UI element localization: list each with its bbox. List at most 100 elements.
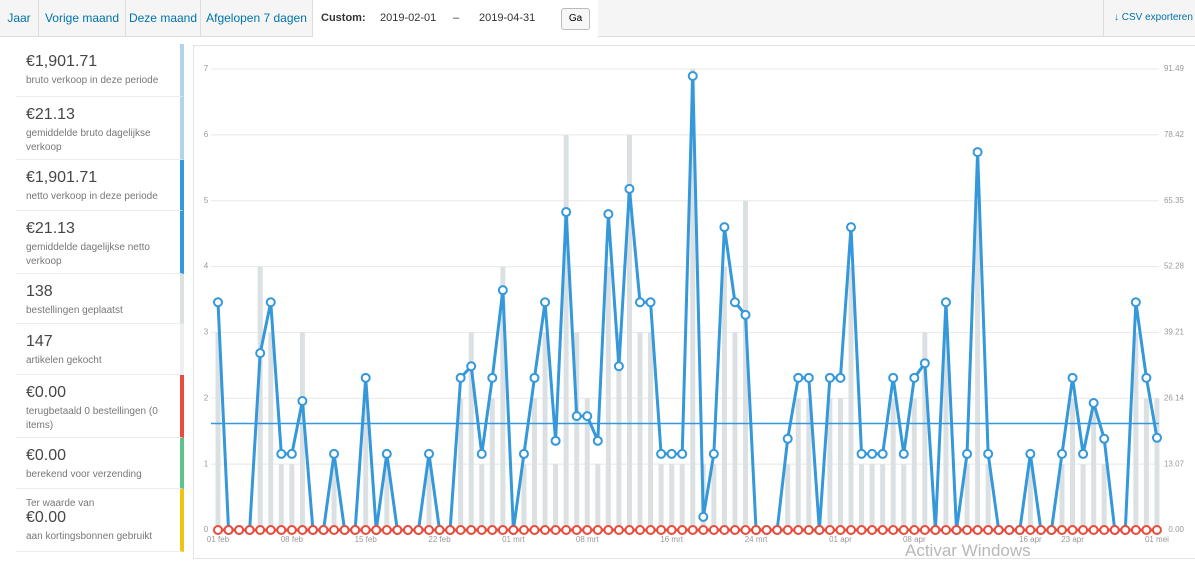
export-link[interactable]: ↓ CSV exporteren [1103,0,1195,36]
point [877,448,888,459]
bar [1143,398,1149,530]
point [803,372,814,383]
bar [1154,398,1160,530]
point [888,525,899,535]
legend-item[interactable]: 138 bestellingen geplaatst [16,274,184,324]
y2-tick-label: 78.42 [1164,130,1185,139]
point [329,525,340,535]
y-tick-label: 4 [204,262,209,271]
point [592,435,603,446]
legend-item[interactable]: Ter waarde van €0.00 aan kortingsbonnen ge… [16,489,184,552]
y-tick-label: 0 [204,525,209,534]
point [244,525,255,535]
bar [859,464,865,530]
point [983,448,994,459]
bar [605,266,611,530]
legend-item[interactable]: €0.00 terugbetaald 0 bestellingen (0 item… [16,375,184,438]
point [729,297,740,308]
bar [1091,398,1097,530]
legend-item[interactable]: €21.13 gemiddelde dagelijkse netto verkoo… [16,211,184,274]
x-tick-label: 08 feb [281,535,304,544]
point [487,372,498,383]
bar [743,200,748,530]
point [540,297,551,308]
point [413,525,424,535]
point [1014,525,1025,535]
legend-label: bestellingen geplaatst [26,305,123,316]
bar [911,398,917,530]
bar [384,464,390,530]
bar [658,464,664,530]
bar [574,332,580,530]
legend-item[interactable]: 147 artikelen gekocht [16,324,184,375]
end-date[interactable]: 2019-04-31 [479,12,536,24]
tab[interactable]: Vorige maand [39,0,126,36]
tab[interactable]: Afgelopen 7 dagen [201,0,313,36]
bar [426,464,432,530]
bar [563,134,569,530]
bar [616,332,622,530]
bar [964,464,970,530]
bar [500,266,506,530]
point [434,525,445,535]
bar [880,464,886,530]
point [213,525,223,535]
point [666,525,677,535]
bar [331,464,337,530]
point [318,525,329,535]
bar [806,398,812,530]
point [265,525,276,535]
y2-tick-label: 65.35 [1164,196,1185,205]
point [424,525,434,535]
legend-value: €21.13 [26,220,75,237]
bar [985,464,991,530]
custom-label: Custom: [321,12,366,24]
point [782,525,793,535]
bar [943,332,949,530]
legend-label: aan kortingsbonnen gebruikt [26,531,153,542]
legend-label: artikelen gekocht [26,355,102,366]
point [518,448,529,459]
tab[interactable]: Jaar [0,0,39,36]
go-button[interactable]: Ga [561,8,590,30]
point [1141,372,1152,383]
bar [711,464,717,530]
bar [637,332,643,530]
point [793,372,804,383]
bar [785,464,791,530]
tab[interactable]: Deze maand [126,0,201,36]
start-date[interactable]: 2019-02-01 [380,12,437,24]
point [1067,525,1078,535]
point [1120,525,1131,535]
bar [721,266,727,530]
legend-label: gemiddelde bruto dagelijkse verkoop [26,128,151,153]
point [1151,525,1162,535]
export-text[interactable]: CSV exporteren [1121,12,1193,23]
legend-item[interactable]: €1,901.71 bruto verkoop in deze periode [16,44,184,97]
point [1004,525,1015,535]
point [402,525,413,535]
legend-item[interactable]: €0.00 berekend voor verzending [16,438,184,489]
point [550,435,561,446]
point [223,525,234,535]
legend-prefix: Ter waarde van [26,498,95,509]
point [898,525,909,535]
point [561,207,572,218]
point [656,448,667,459]
legend-item[interactable]: €1,901.71 netto verkoop in deze periode [16,160,184,211]
point [582,411,593,422]
bar [922,332,928,530]
x-tick-label: 15 feb [355,535,378,544]
point [508,525,519,535]
point [1141,525,1152,535]
point [856,525,867,535]
point [962,525,973,535]
legend-item[interactable]: €21.13 gemiddelde bruto dagelijkse verkoo… [16,97,184,160]
point [613,525,624,535]
bar [795,398,801,530]
point [1057,525,1067,535]
point [297,525,308,535]
point [1025,525,1036,535]
point [529,525,540,535]
line [216,74,1159,532]
